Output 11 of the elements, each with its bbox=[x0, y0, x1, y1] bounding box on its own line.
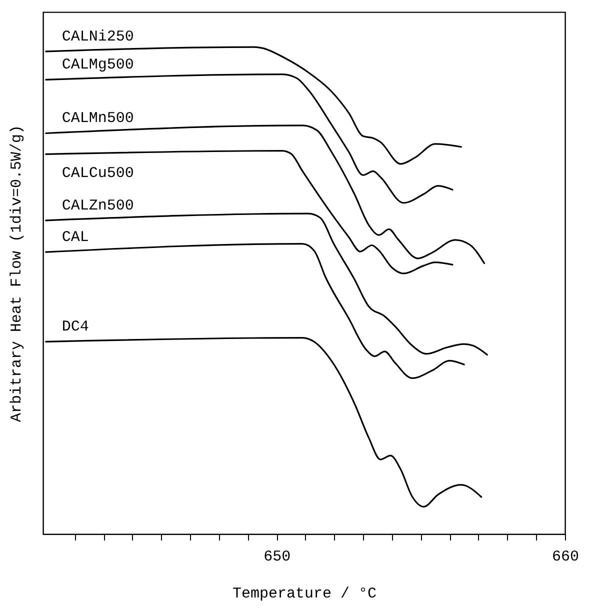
y-axis-title: Arbitrary Heat Flow (1div=0.5W/g) bbox=[8, 124, 26, 422]
series-label: CALZn500 bbox=[62, 197, 134, 214]
series-label: CALNi250 bbox=[62, 28, 134, 46]
series-label: CALMn500 bbox=[62, 110, 134, 128]
series-label: CALCu500 bbox=[62, 165, 134, 182]
x-tick-label: 660 bbox=[552, 548, 580, 566]
series-label: CAL bbox=[62, 229, 89, 246]
x-tick-label: 650 bbox=[264, 548, 291, 566]
series-label: CALMg500 bbox=[62, 56, 134, 74]
series-label: DC4 bbox=[62, 318, 89, 336]
x-axis-title: Temperature / °C bbox=[232, 586, 377, 602]
